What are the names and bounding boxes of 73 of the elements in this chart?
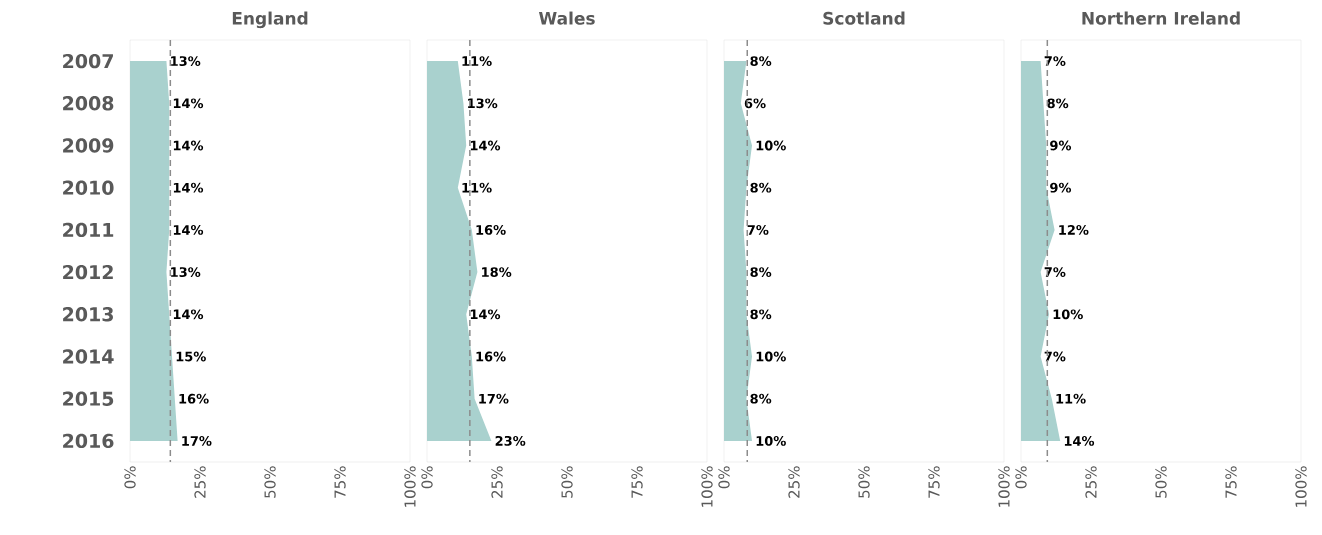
data-label: 15% (176, 351, 206, 362)
x-tick-label: 75% (334, 466, 346, 498)
x-tick-label: 100% (1295, 466, 1307, 507)
y-tick-label: 2015 (63, 391, 114, 406)
x-tick-label: 25% (1085, 466, 1097, 498)
y-tick-label: 2011 (63, 222, 114, 238)
x-tick-label: 75% (928, 466, 940, 498)
x-tick-label: 50% (264, 466, 276, 498)
data-label: 8% (1047, 98, 1069, 109)
data-label: 11% (1056, 393, 1086, 404)
data-label: 9% (1050, 182, 1072, 193)
data-label: 8% (750, 393, 772, 404)
data-label: 10% (756, 140, 786, 151)
data-label: 17% (182, 435, 212, 446)
data-label: 12% (1059, 224, 1089, 235)
data-label: 14% (173, 140, 204, 151)
x-tick-label: 0% (1015, 466, 1027, 489)
data-label: 8% (750, 182, 772, 193)
data-label: 11% (462, 182, 492, 193)
x-tick-label: 0% (421, 466, 433, 489)
x-tick-label: 100% (998, 466, 1010, 507)
data-label: 8% (750, 309, 772, 320)
y-tick-label: 2014 (63, 349, 114, 364)
y-tick-label: 2016 (63, 433, 114, 449)
y-tick-label: 2013 (63, 307, 113, 322)
data-label: 7% (1044, 267, 1066, 278)
y-tick-label: 2007 (63, 53, 113, 69)
data-label: 7% (1044, 351, 1066, 362)
data-label: 10% (756, 351, 786, 362)
data-label: 6% (744, 98, 766, 109)
chart-title: Northern Ireland (1082, 11, 1240, 25)
data-label: 14% (470, 309, 501, 320)
data-label: 14% (470, 140, 501, 151)
data-label: 14% (173, 182, 204, 193)
data-label: 14% (173, 224, 204, 235)
data-label: 9% (1050, 140, 1072, 151)
data-label: 10% (756, 435, 786, 446)
data-label: 14% (1064, 435, 1095, 446)
chart-title: England (232, 11, 308, 29)
data-label: 8% (750, 56, 772, 67)
data-label: 14% (173, 98, 204, 109)
data-label: 8% (750, 267, 772, 278)
x-tick-label: 100% (404, 466, 416, 507)
data-label: 10% (1053, 309, 1083, 320)
x-tick-label: 50% (858, 466, 870, 498)
data-label: 18% (482, 267, 512, 278)
data-label: 7% (747, 224, 769, 235)
data-label: 16% (179, 393, 209, 404)
data-label: 13% (468, 98, 498, 109)
data-label: 11% (462, 56, 492, 67)
x-tick-label: 50% (561, 466, 573, 498)
data-label: 13% (171, 267, 201, 278)
data-label: 13% (171, 56, 201, 67)
data-label: 17% (479, 393, 509, 404)
y-tick-label: 2010 (63, 180, 114, 195)
data-label: 14% (173, 309, 204, 320)
x-tick-label: 100% (701, 466, 713, 507)
y-tick-label: 2009 (63, 138, 114, 153)
x-tick-label: 0% (124, 466, 136, 489)
x-tick-label: 25% (194, 466, 206, 498)
x-tick-label: 75% (631, 466, 643, 498)
x-tick-label: 75% (1225, 466, 1237, 498)
x-tick-label: 50% (1155, 466, 1167, 498)
chart-title: Scotland (823, 11, 905, 25)
x-tick-label: 0% (718, 466, 730, 489)
chart-title: Wales (538, 11, 595, 25)
y-tick-label: 2008 (63, 96, 114, 111)
x-tick-label: 25% (491, 466, 503, 498)
data-label: 16% (476, 351, 506, 362)
data-label: 16% (476, 224, 506, 235)
data-label: 23% (495, 435, 526, 446)
y-tick-label: 2012 (63, 264, 113, 280)
x-tick-label: 25% (788, 466, 800, 498)
